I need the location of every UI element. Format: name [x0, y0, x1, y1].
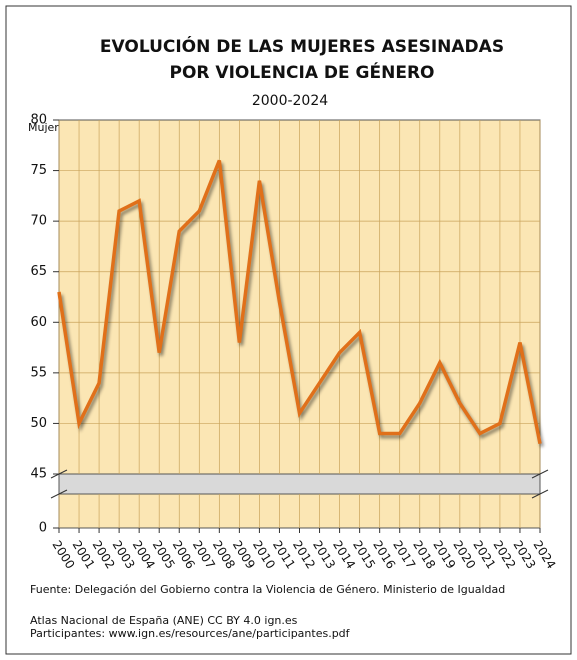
y-tick-label: 65 [30, 264, 47, 279]
y-tick-label: 50 [30, 416, 47, 431]
break-mark [50, 469, 68, 479]
axis-break [58, 473, 541, 495]
break-mark [50, 489, 68, 499]
chart-title: POR VIOLENCIA DE GÉNERO [170, 61, 435, 83]
y-tick-label: 0 [39, 521, 47, 536]
note: Participantes: www.ign.es/resources/ane/… [30, 627, 351, 640]
source: Fuente: Delegación del Gobierno contra l… [30, 583, 505, 596]
y-tick-label: 70 [30, 214, 47, 229]
y-tick-label: 60 [30, 315, 47, 330]
note: Atlas Nacional de España (ANE) CC BY 4.0… [30, 614, 298, 627]
break-mark [531, 469, 549, 479]
break-mark [531, 489, 549, 499]
y-tick-label: 80 [30, 113, 47, 128]
chart-title: EVOLUCIÓN DE LAS MUJERES ASESINADAS [100, 35, 504, 57]
subtitle: 2000-2024 [252, 93, 328, 109]
data-line [57, 159, 542, 444]
y-tick-label: 45 [30, 467, 47, 482]
y-tick-label: 55 [30, 365, 47, 380]
y-tick-label: 75 [30, 163, 47, 178]
